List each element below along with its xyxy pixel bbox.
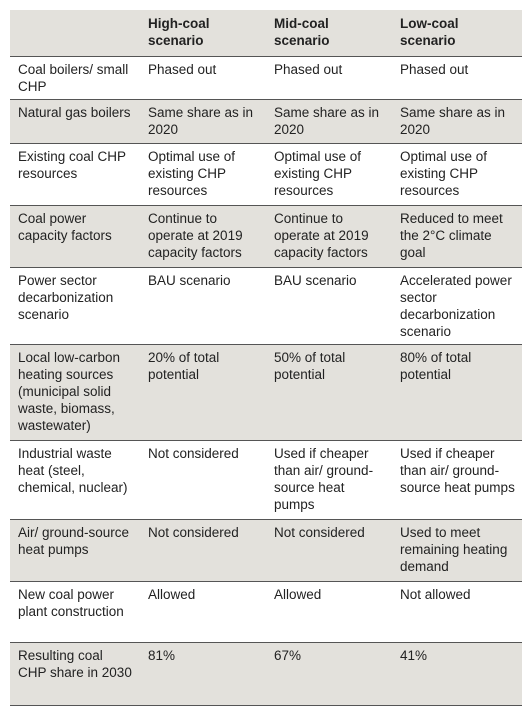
row-label: Coal power capacity factors [10,205,140,268]
cell: 50% of total potential [266,344,392,441]
cell: Not considered [140,519,266,582]
table-row: Natural gas boilers Same share as in 2020… [10,99,522,144]
cell: Optimal use of existing CHP resources [392,143,522,206]
table-row: New coal power plant construction Allowed… [10,581,522,643]
cell: Allowed [140,581,266,643]
cell: Optimal use of existing CHP resources [266,143,392,206]
cell: Used if cheaper than air/ ground-source … [266,440,392,520]
cell: Same share as in 2020 [266,99,392,144]
cell: Allowed [266,581,392,643]
cell: Continue to operate at 2019 capacity fac… [266,205,392,268]
cell: 67% [266,642,392,706]
cell: Same share as in 2020 [392,99,522,144]
cell: 81% [140,642,266,706]
cell: 80% of total potential [392,344,522,441]
header-row: High-coal scenario Mid-coal scenario Low-c… [10,10,522,57]
header-cell [10,10,140,57]
header-cell: Low-coal scenario [392,10,522,57]
table-row: Existing coal CHP resources Optimal use o… [10,143,522,206]
row-label: Air/ ground-source heat pumps [10,519,140,582]
row-label: Resulting coal CHP share in 2030 [10,642,140,706]
cell: Used to meet remaining heating demand [392,519,522,582]
row-label: New coal power plant construction [10,581,140,643]
row-label: Natural gas boilers [10,99,140,144]
cell: Phased out [392,56,522,100]
table-row: Air/ ground-source heat pumps Not conside… [10,519,522,582]
table-row: Coal boilers/ small CHP Phased out Phased … [10,56,522,100]
cell: Accelerated power sector decarbonization… [392,267,522,345]
table-row: Power sector decarbonization scenario BAU… [10,267,522,345]
cell: Phased out [266,56,392,100]
table-row: Resulting coal CHP share in 2030 81% 67% 41… [10,642,522,706]
cell: Not considered [266,519,392,582]
row-label: Coal boilers/ small CHP [10,56,140,100]
cell: Continue to operate at 2019 capacity fac… [140,205,266,268]
cell: BAU scenario [140,267,266,345]
cell: 41% [392,642,522,706]
cell: Optimal use of existing CHP resources [140,143,266,206]
row-label: Industrial waste heat (steel, chemical, … [10,440,140,520]
table-row: Coal power capacity factors Continue to o… [10,205,522,268]
cell: Used if cheaper than air/ ground-source … [392,440,522,520]
row-label: Power sector decarbonization scenario [10,267,140,345]
cell: Phased out [140,56,266,100]
header-cell: Mid-coal scenario [266,10,392,57]
header-cell: High-coal scenario [140,10,266,57]
scenario-table: High-coal scenario Mid-coal scenario Low-c… [10,10,522,706]
row-label: Existing coal CHP resources [10,143,140,206]
cell: Same share as in 2020 [140,99,266,144]
cell: 20% of total potential [140,344,266,441]
cell: BAU scenario [266,267,392,345]
cell: Not considered [140,440,266,520]
table-row: Local low-carbon heating sources (munici… [10,344,522,441]
row-label: Local low-carbon heating sources (munici… [10,344,140,441]
cell: Reduced to meet the 2°C climate goal [392,205,522,268]
cell: Not allowed [392,581,522,643]
table-row: Industrial waste heat (steel, chemical, … [10,440,522,520]
